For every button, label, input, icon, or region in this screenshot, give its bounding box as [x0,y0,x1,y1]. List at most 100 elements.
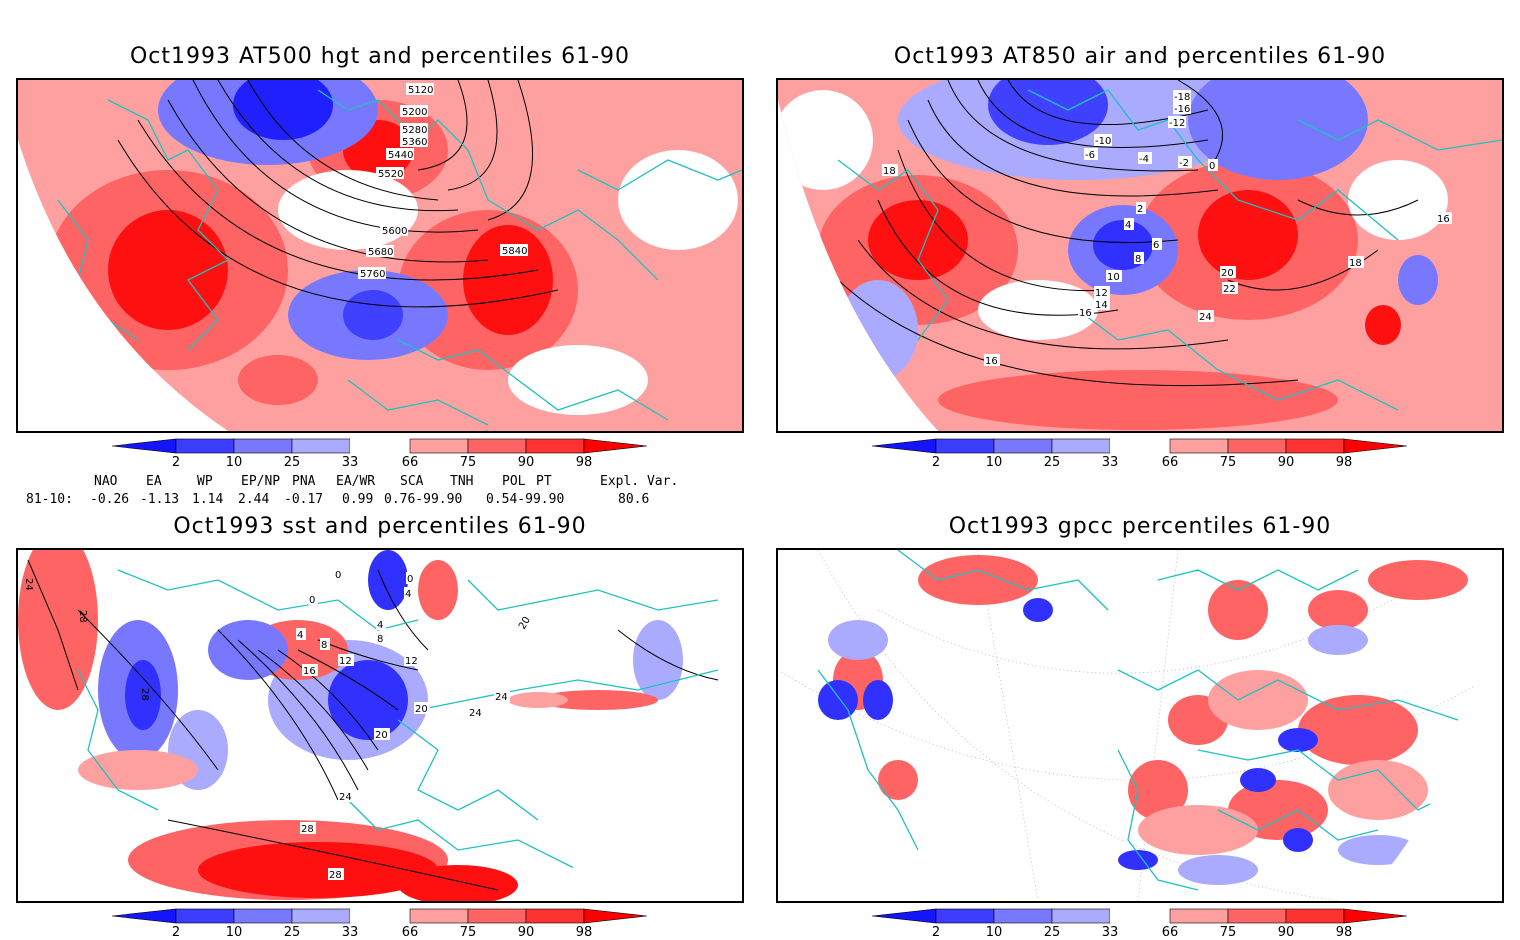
colorbar-arrow-low [872,438,937,454]
colorbar-tick-label: 25 [283,455,301,470]
contour-label: 28 [139,688,150,701]
colorbar-tick-label: 90 [1277,925,1295,940]
colorbar-labels-bottom-right: 2 10 25 33 66 75 90 98 [872,925,1407,940]
colorbar-bottom-right [872,908,1407,924]
colorbar-arrow-low [112,438,177,454]
colorbar-segment [1227,908,1287,924]
colorbar-tick-label: 2 [931,455,941,470]
colorbar-arrow-high [1343,438,1407,454]
colorbar-segment [935,438,995,454]
contour-label: 12 [405,656,418,667]
map-gpcc-svg [778,550,1502,901]
contour-label: -4 [1139,154,1149,165]
map-air850-svg: -18 -16 -12 -10 -6 -4 -2 0 2 4 6 8 10 12… [778,80,1502,431]
contour-label: 12 [339,656,352,667]
index-value: 0.76-99.90 [384,492,463,507]
colorbar-segment [467,908,527,924]
contour-label: 5280 [402,125,427,136]
index-value: -0.26 [90,492,130,507]
colorbar-tick-label: 90 [517,455,535,470]
map-hgt500: 5120 5200 5280 5360 5440 5520 5600 5680 … [16,78,744,433]
index-value: 2.44 [238,492,270,507]
contour-label: 2 [1137,204,1143,215]
index-header: SCA [400,474,424,489]
colorbar-segment [467,438,527,454]
contour-label: -18 [1174,92,1190,103]
colorbar-segment [1227,438,1287,454]
colorbar-segment [525,908,585,924]
colorbar-tick-label: 10 [985,455,1003,470]
colorbar-segment [935,908,995,924]
index-header: WP [197,474,213,489]
colorbar-tick-label: 98 [1335,925,1353,940]
panel-title-air850: Oct1993 AT850 air and percentiles 61-90 [893,44,1387,69]
index-header: PNA [292,474,316,489]
colorbar-segment [993,908,1053,924]
contour-label: 16 [1437,214,1450,225]
colorbar-segment [1285,438,1345,454]
index-value: 0.99 [342,492,374,507]
panel-title-gpcc: Oct1993 gpcc percentiles 61-90 [948,514,1332,539]
contour-label: 16 [985,356,998,367]
index-header: EA/WR [336,474,376,489]
contour-label: 5200 [402,107,427,118]
contour-label: 28 [329,870,342,881]
colorbar-arrow-high [583,438,647,454]
colorbar-segment [175,908,235,924]
colorbar-segment [1051,438,1111,454]
contour-label: 5360 [402,137,427,148]
colorbar-segment [1285,908,1345,924]
contour-label: 18 [1349,258,1362,269]
contour-label: 20 [415,704,428,715]
colorbar-segment [1051,908,1111,924]
contour-label: 22 [1223,284,1236,295]
colorbar-segment [1169,438,1229,454]
contour-label: 0 [309,595,315,606]
contour-label: 4 [1125,220,1131,231]
contour-label: 5840 [502,246,527,257]
contour-label: 16 [303,666,316,677]
map-sst: 24 28 28 0 0 0 4 4 4 8 8 12 12 16 20 20 … [16,548,744,903]
colorbar-labels-bottom-left: 2 10 25 33 66 75 90 98 [112,925,647,940]
colorbar-tick-label: 10 [225,455,243,470]
colorbar-segment [291,438,351,454]
index-table: NAO EA WP EP/NP PNA EA/WR SCA TNH POL PT Expl. Var… [20,474,720,514]
colorbar-tick-label: 90 [1277,455,1295,470]
map-sst-svg: 24 28 28 0 0 0 4 4 4 8 8 12 12 16 20 20 … [18,550,742,901]
colorbar-tick-label: 75 [459,455,477,470]
contour-label: 24 [339,792,352,803]
colorbar-arrow-low [872,908,937,924]
colorbar-tick-label: 66 [1161,925,1179,940]
colorbar-tick-label: 25 [1043,925,1061,940]
colorbar-tick-label: 33 [1101,925,1119,940]
colorbar-segment [1169,908,1229,924]
colorbar-tick-label: 2 [171,455,181,470]
colorbar-segment [350,439,410,453]
index-row-label: 81-10: [26,492,73,507]
contour-label: 16 [1079,308,1092,319]
colorbar-tick-label: 66 [1161,455,1179,470]
colorbar-arrow-high [1343,908,1407,924]
colorbar-segment [409,438,469,454]
contour-label: 8 [377,634,383,645]
contour-label: 6 [1153,240,1159,251]
contour-label: 8 [321,640,327,651]
colorbar-tick-label: 98 [1335,455,1353,470]
contour-label: 24 [1199,312,1212,323]
contour-label: 0 [1209,161,1215,172]
contour-label: 28 [301,824,314,835]
colorbar-tick-label: 33 [341,925,359,940]
contour-label: -2 [1179,158,1189,169]
contour-label: 14 [1095,300,1108,311]
colorbar-tick-label: 25 [1043,455,1061,470]
colorbar-top-left [112,438,647,454]
index-value: 80.6 [618,492,650,507]
contour-label: -12 [1169,118,1185,129]
colorbar-tick-label: 98 [575,455,593,470]
colorbar-segment [1110,439,1170,453]
contour-label: 24 [495,692,508,703]
colorbar-arrow-low [112,908,177,924]
contour-label: 12 [1095,288,1108,299]
contour-label: 24 [469,708,482,719]
colorbar-tick-label: 10 [985,925,1003,940]
